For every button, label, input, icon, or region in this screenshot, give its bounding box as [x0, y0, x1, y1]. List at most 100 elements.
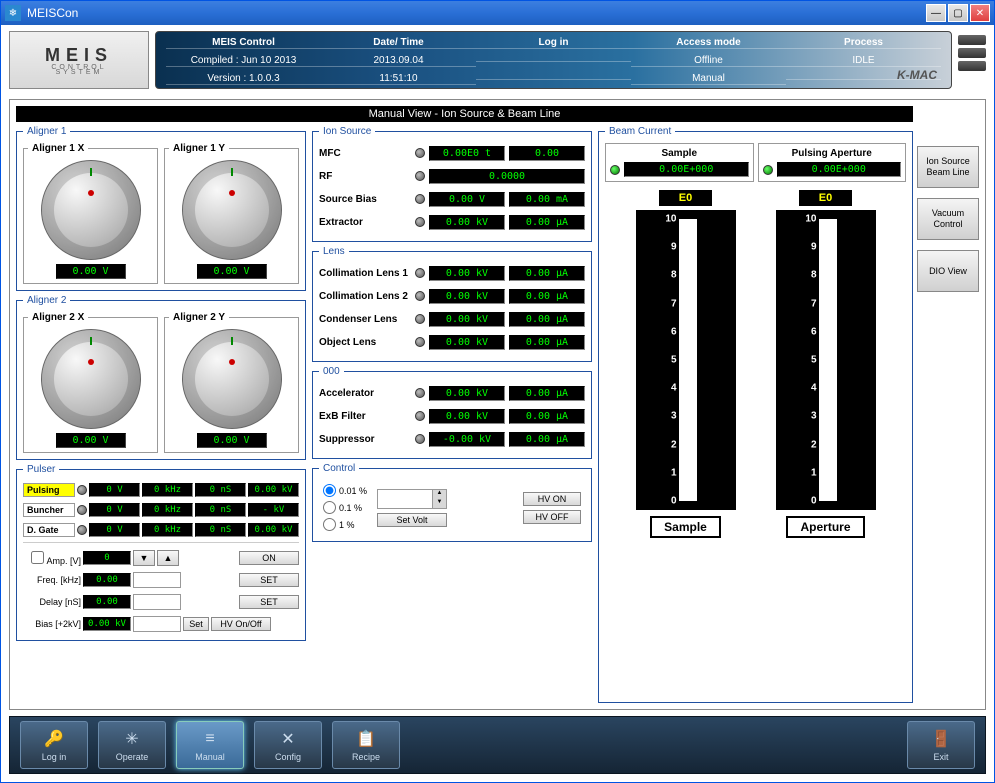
- amp-down-button[interactable]: ▼: [133, 550, 155, 566]
- pulser-label[interactable]: Pulsing: [23, 483, 75, 497]
- access-val2: Manual: [631, 73, 786, 85]
- delay-set-button[interactable]: SET: [239, 595, 299, 609]
- nav-recipe[interactable]: 📋Recipe: [332, 721, 400, 769]
- col-datetime: Date/ Time: [321, 37, 476, 49]
- param-row: Suppressor -0.00 kV0.00 µA: [319, 429, 585, 449]
- logo: MEIS CONTROL SYSTEM: [9, 31, 149, 89]
- amp-on-button[interactable]: ON: [239, 551, 299, 565]
- param-label: RF: [319, 171, 411, 182]
- aligner2y-value: 0.00 V: [197, 433, 267, 448]
- bias-hv-button[interactable]: HV On/Off: [211, 617, 271, 631]
- status-dot-icon: [415, 411, 425, 421]
- aligner2-legend: Aligner 2: [23, 295, 70, 306]
- aperture-box: Pulsing Aperture 0.00E+000: [758, 143, 907, 182]
- rbtn-vacuum[interactable]: VacuumControl: [917, 198, 979, 240]
- nav-label: Manual: [195, 752, 225, 762]
- bias-input[interactable]: [133, 616, 181, 632]
- nav-icon: ✕: [277, 728, 299, 750]
- param-v1: 0.00 kV: [429, 386, 505, 401]
- aligner2y-knob[interactable]: [177, 329, 287, 429]
- nav-operate[interactable]: ✳Operate: [98, 721, 166, 769]
- nav-log-in[interactable]: 🔑Log in: [20, 721, 88, 769]
- view-title: Manual View - Ion Source & Beam Line: [16, 106, 913, 122]
- logo-sub2: SYSTEM: [56, 69, 103, 76]
- tick-label: 7: [811, 298, 817, 309]
- tick-label: 2: [671, 439, 677, 450]
- amp-value: 0: [83, 551, 131, 565]
- param-v2: 0.00 µA: [509, 266, 585, 281]
- hvon-button[interactable]: HV ON: [523, 492, 581, 506]
- freq-input[interactable]: [133, 572, 181, 588]
- pulser-label[interactable]: D. Gate: [23, 523, 75, 537]
- param-v2: 0.00 µA: [509, 335, 585, 350]
- beamcurrent-group: Beam Current Sample 0.00E+000 Pulsing Ap…: [598, 126, 913, 703]
- radio-01[interactable]: [323, 501, 336, 514]
- pulser-readout: 0.00 kV: [248, 523, 299, 537]
- amp-up-button[interactable]: ▲: [157, 550, 179, 566]
- pulser-readout: 0 V: [89, 483, 140, 497]
- param-v1: 0.00 kV: [429, 409, 505, 424]
- sample-box: Sample 0.00E+000: [605, 143, 754, 182]
- param-label: MFC: [319, 148, 411, 159]
- minimize-button[interactable]: —: [926, 4, 946, 22]
- right-nav: Ion SourceBeam Line VacuumControl DIO Vi…: [917, 106, 979, 703]
- freq-set-button[interactable]: SET: [239, 573, 299, 587]
- delay-value: 0.00: [83, 595, 131, 609]
- tick-label: 6: [811, 326, 817, 337]
- pulser-row: Buncher 0 V0 kHz0 nS- kV: [23, 501, 299, 519]
- aligner1-group: Aligner 1 Aligner 1 X 0.00 V Aligner 1 Y: [16, 126, 306, 291]
- pulser-readout: 0 kHz: [142, 523, 193, 537]
- tick-label: 10: [665, 214, 676, 225]
- param-v2: 0.00 µA: [509, 386, 585, 401]
- pulser-label[interactable]: Buncher: [23, 503, 75, 517]
- status-dot-icon: [415, 291, 425, 301]
- tick-label: 7: [671, 298, 677, 309]
- meter2-label: Aperture: [786, 516, 864, 538]
- maximize-button[interactable]: ▢: [948, 4, 968, 22]
- spin-down-icon[interactable]: ▼: [432, 499, 446, 508]
- pulser-readout: 0 V: [89, 523, 140, 537]
- param-label: Source Bias: [319, 194, 411, 205]
- nav-icon: 🔑: [43, 728, 65, 750]
- control-group: Control 0.01 % 0.1 % 1 % ▲▼ Set Volt: [312, 463, 592, 542]
- ionsource-legend: Ion Source: [319, 126, 375, 137]
- aligner1y-value: 0.00 V: [197, 264, 267, 279]
- aligner2x-knob[interactable]: [36, 329, 146, 429]
- voltage-input[interactable]: [378, 490, 432, 508]
- nav-exit[interactable]: 🚪 Exit: [907, 721, 975, 769]
- close-button[interactable]: ✕: [970, 4, 990, 22]
- brand-kmac: K-MAC: [897, 68, 937, 82]
- col-process: Process: [786, 37, 941, 49]
- radio-1[interactable]: [323, 518, 336, 531]
- param-v1: -0.00 kV: [429, 432, 505, 447]
- status-dot-icon: [415, 388, 425, 398]
- nav-label: Config: [275, 752, 301, 762]
- voltage-spinner[interactable]: ▲▼: [377, 489, 447, 509]
- version: Version : 1.0.0.3: [166, 73, 321, 85]
- tick-label: 9: [811, 242, 817, 253]
- tick-label: 0: [811, 496, 817, 507]
- group000: 000 Accelerator 0.00 kV0.00 µAExB Filter…: [312, 366, 592, 459]
- param-v2: 0.00 µA: [509, 289, 585, 304]
- spin-up-icon[interactable]: ▲: [432, 490, 446, 499]
- nav-config[interactable]: ✕ Config: [254, 721, 322, 769]
- setvolt-button[interactable]: Set Volt: [377, 513, 447, 527]
- amp-checkbox[interactable]: [31, 551, 44, 564]
- rbtn-ionsource[interactable]: Ion SourceBeam Line: [917, 146, 979, 188]
- param-row: Extractor 0.00 kV0.00 µA: [319, 212, 585, 232]
- aligner1y-title: Aligner 1 Y: [169, 143, 229, 154]
- aligner2x: Aligner 2 X 0.00 V: [23, 312, 158, 453]
- nav-manual[interactable]: ≡Manual: [176, 721, 244, 769]
- delay-input[interactable]: [133, 594, 181, 610]
- param-row: Accelerator 0.00 kV0.00 µA: [319, 383, 585, 403]
- beamcurrent-legend: Beam Current: [605, 126, 675, 137]
- step-radios: 0.01 % 0.1 % 1 %: [323, 484, 367, 531]
- radio-001[interactable]: [323, 484, 336, 497]
- aperture-value: 0.00E+000: [777, 162, 902, 177]
- rbtn-dio[interactable]: DIO View: [917, 250, 979, 292]
- hvoff-button[interactable]: HV OFF: [523, 510, 581, 524]
- aligner1y-knob[interactable]: [177, 160, 287, 260]
- bias-set-button[interactable]: Set: [183, 617, 209, 631]
- aligner1x-knob[interactable]: [36, 160, 146, 260]
- param-v2: 0.00: [509, 146, 585, 161]
